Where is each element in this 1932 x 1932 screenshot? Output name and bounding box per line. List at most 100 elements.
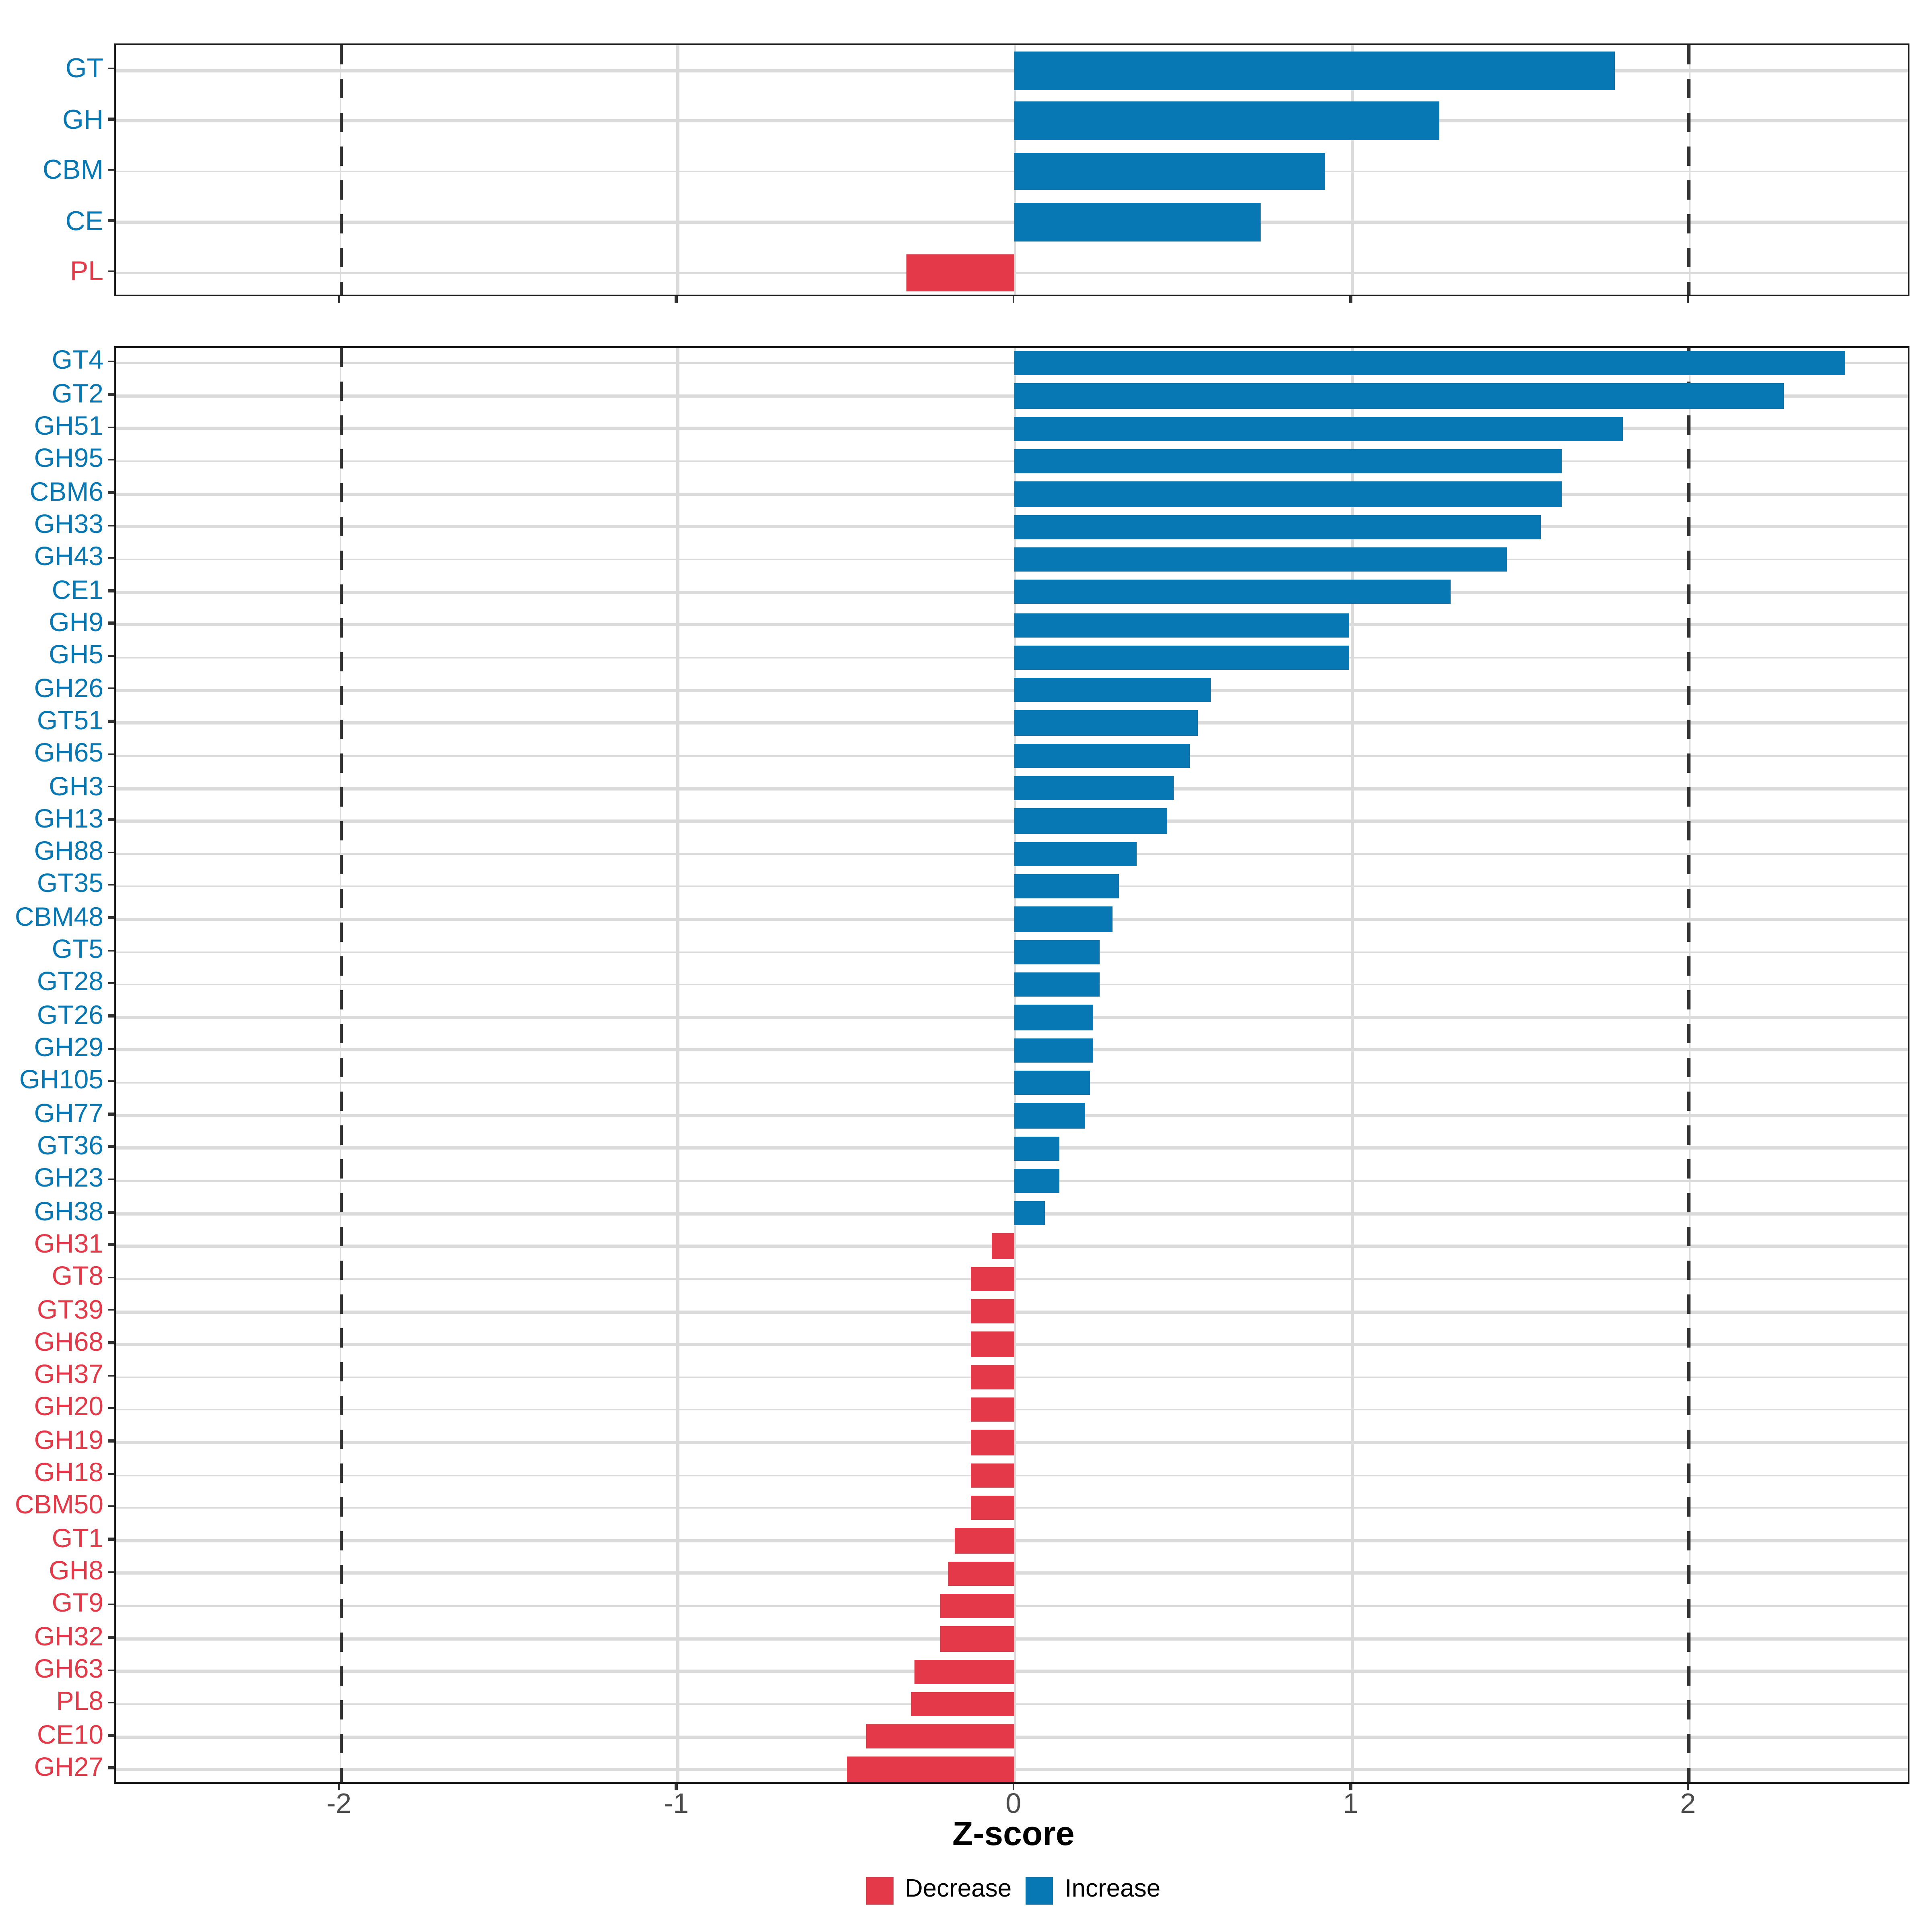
y-label-GT1: GT1 xyxy=(52,1524,103,1553)
y-label-GT9: GT9 xyxy=(52,1589,103,1619)
y-label-GT26: GT26 xyxy=(37,1001,103,1030)
bar-GH26 xyxy=(1015,678,1211,703)
y-tick xyxy=(108,1603,115,1606)
y-label-GT36: GT36 xyxy=(37,1131,103,1161)
gridline-horizontal xyxy=(116,722,1908,724)
y-tick xyxy=(108,1374,115,1377)
gridline-horizontal xyxy=(116,819,1908,823)
bar-GH38 xyxy=(1015,1201,1046,1226)
bar-GT xyxy=(1015,51,1616,90)
x-tick xyxy=(1350,1784,1352,1791)
y-label-GT: GT xyxy=(65,53,103,84)
bar-GT51 xyxy=(1015,710,1197,735)
y-label-GH8: GH8 xyxy=(49,1557,103,1586)
x-tick xyxy=(338,1784,340,1791)
gridline-horizontal xyxy=(116,1016,1908,1019)
dashed-reference-line xyxy=(339,45,343,295)
gridline-horizontal xyxy=(116,1147,1908,1150)
y-tick xyxy=(108,360,115,363)
y-tick xyxy=(108,1211,115,1213)
x-tick xyxy=(675,297,677,303)
y-tick xyxy=(108,1505,115,1508)
y-label-GT8: GT8 xyxy=(52,1262,103,1292)
y-tick xyxy=(108,524,115,526)
y-label-GH13: GH13 xyxy=(34,805,103,834)
y-tick xyxy=(108,118,115,121)
y-tick xyxy=(108,1309,115,1311)
gridline-horizontal xyxy=(116,460,1908,463)
gridline-vertical xyxy=(1013,347,1017,1783)
y-tick xyxy=(108,1178,115,1181)
bar-GH9 xyxy=(1015,613,1349,638)
y-tick xyxy=(108,982,115,985)
bar-GH23 xyxy=(1015,1168,1059,1193)
bar-GH19 xyxy=(971,1430,1015,1455)
y-tick xyxy=(108,1472,115,1475)
y-label-GH43: GH43 xyxy=(34,543,103,572)
gridline-horizontal xyxy=(116,656,1908,659)
gridline-horizontal xyxy=(116,591,1908,594)
y-label-CE: CE xyxy=(65,205,104,236)
legend-item-decrease: Decrease xyxy=(866,1876,1011,1904)
y-tick xyxy=(108,655,115,657)
gridline-horizontal xyxy=(116,918,1908,921)
y-label-GH: GH xyxy=(62,104,103,135)
gridline-horizontal xyxy=(116,623,1908,626)
x-tick-label--1: -1 xyxy=(663,1786,689,1818)
x-tick xyxy=(1350,297,1352,303)
gridline-horizontal xyxy=(116,1049,1908,1052)
bar-GT39 xyxy=(971,1299,1015,1324)
y-label-GH68: GH68 xyxy=(34,1328,103,1357)
y-tick xyxy=(108,786,115,788)
gridline-horizontal xyxy=(116,787,1908,790)
legend-item-increase: Increase xyxy=(1026,1876,1160,1904)
bar-GH18 xyxy=(971,1463,1015,1488)
y-tick xyxy=(108,169,115,171)
y-label-CE1: CE1 xyxy=(52,576,103,605)
y-tick xyxy=(108,753,115,755)
bar-GH31 xyxy=(991,1234,1015,1259)
y-tick xyxy=(108,687,115,690)
bar-CE xyxy=(1015,203,1261,242)
y-tick xyxy=(108,1734,115,1737)
x-tick xyxy=(675,1784,677,1791)
bar-CE1 xyxy=(1015,580,1450,605)
y-label-CBM6: CBM6 xyxy=(29,477,103,507)
y-tick xyxy=(108,589,115,592)
bar-GH32 xyxy=(941,1626,1015,1651)
bar-PL xyxy=(907,254,1015,292)
bar-GH13 xyxy=(1015,809,1167,834)
bar-GT28 xyxy=(1015,972,1100,997)
bar-GT26 xyxy=(1015,1005,1093,1030)
gridline-horizontal xyxy=(116,558,1908,561)
y-label-GH5: GH5 xyxy=(49,641,103,671)
y-label-GH95: GH95 xyxy=(34,445,103,474)
bar-CE10 xyxy=(867,1724,1015,1749)
y-tick xyxy=(108,270,115,272)
gridline-horizontal xyxy=(116,394,1908,397)
y-tick xyxy=(108,622,115,625)
y-tick xyxy=(108,458,115,461)
y-tick xyxy=(108,426,115,428)
y-label-PL8: PL8 xyxy=(56,1688,103,1717)
bar-GT36 xyxy=(1015,1136,1059,1161)
x-tick-label-2: 2 xyxy=(1680,1786,1696,1818)
y-tick xyxy=(108,851,115,854)
bar-GH5 xyxy=(1015,645,1349,670)
legend-label-decrease: Decrease xyxy=(904,1876,1012,1903)
y-tick xyxy=(108,1243,115,1246)
y-label-GT35: GT35 xyxy=(37,870,103,899)
dashed-reference-line xyxy=(339,347,343,1783)
gridline-horizontal xyxy=(116,1179,1908,1183)
bar-GT5 xyxy=(1015,939,1100,964)
y-tick xyxy=(108,1080,115,1082)
gridline-vertical xyxy=(676,347,679,1783)
y-tick xyxy=(108,1047,115,1050)
y-tick xyxy=(108,1440,115,1442)
y-tick xyxy=(108,393,115,396)
bar-GT35 xyxy=(1015,874,1120,899)
y-label-GH19: GH19 xyxy=(34,1426,103,1455)
y-tick xyxy=(108,818,115,821)
y-label-GT2: GT2 xyxy=(52,380,103,409)
facet-panel-families xyxy=(115,345,1910,1785)
